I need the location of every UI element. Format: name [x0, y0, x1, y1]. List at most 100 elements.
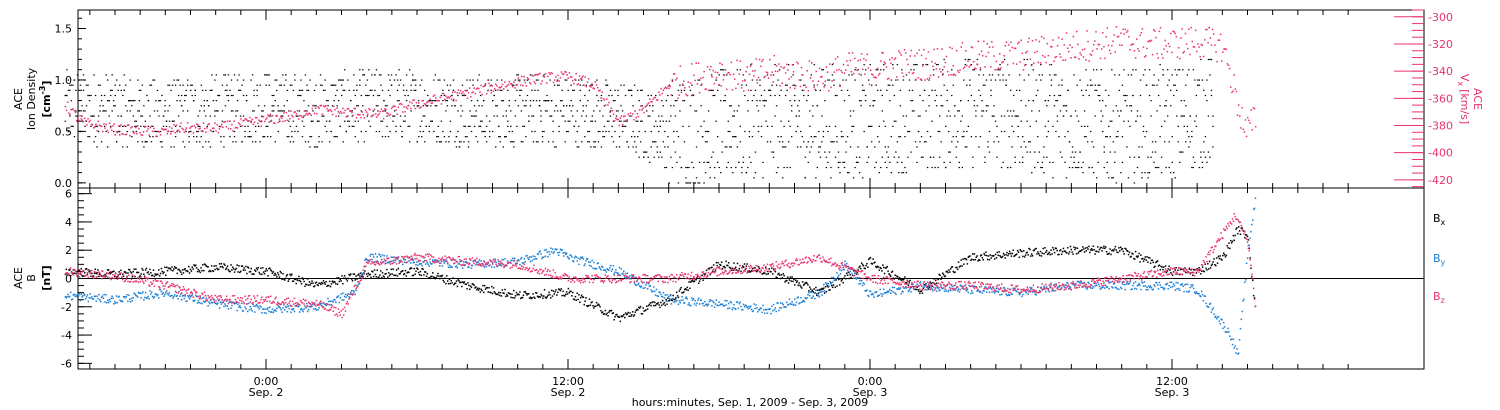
density-point	[144, 141, 147, 143]
bx-point	[599, 306, 601, 308]
vx-point	[437, 99, 439, 102]
vx-point	[542, 75, 545, 78]
density-point	[103, 125, 106, 127]
density-point	[766, 74, 769, 76]
bx-point	[394, 274, 396, 277]
density-point	[321, 115, 323, 117]
vx-point	[297, 118, 300, 120]
density-point	[202, 89, 204, 91]
by-point	[198, 301, 201, 304]
bx-point	[471, 283, 474, 285]
density-point	[404, 120, 406, 122]
density-point	[919, 94, 921, 97]
density-point	[137, 79, 139, 81]
bx-point	[602, 313, 605, 316]
density-point	[1129, 125, 1131, 127]
vx-point	[932, 65, 934, 68]
bx-point	[427, 277, 430, 280]
vx-point	[630, 115, 633, 117]
bx-point	[443, 281, 445, 283]
vx-point	[620, 115, 623, 117]
density-point	[618, 146, 621, 148]
vx-point	[261, 116, 264, 118]
bx-point	[813, 288, 815, 290]
bx-point	[1009, 252, 1012, 255]
bx-point	[332, 281, 334, 284]
density-point	[402, 84, 405, 86]
bx-point	[388, 274, 391, 277]
bx-point	[163, 271, 165, 273]
density-point	[253, 89, 255, 91]
density-point	[846, 89, 849, 91]
density-point	[723, 74, 725, 76]
density-point	[236, 110, 239, 112]
vx-point	[600, 97, 602, 99]
bx-point	[807, 284, 809, 286]
vx-point	[636, 112, 639, 115]
bx-point	[135, 268, 137, 270]
bx-point	[422, 268, 424, 271]
vx-point	[831, 80, 833, 82]
vx-point	[359, 113, 361, 116]
density-point	[955, 146, 957, 148]
vx-point	[1194, 29, 1197, 32]
by-point	[105, 293, 107, 296]
bx-point	[349, 274, 351, 277]
density-point	[1012, 110, 1015, 112]
bx-point	[1087, 248, 1089, 250]
density-point	[100, 94, 103, 97]
bx-point	[866, 262, 868, 265]
vx-point	[824, 80, 827, 83]
density-point	[608, 130, 610, 133]
vx-point	[639, 105, 642, 107]
density-point	[1145, 130, 1148, 133]
by-point	[179, 295, 181, 297]
bx-point	[343, 277, 345, 280]
vx-point	[353, 107, 355, 110]
vx-point	[826, 71, 829, 73]
density-point	[633, 84, 636, 86]
density-point	[784, 84, 787, 86]
density-point	[677, 89, 680, 91]
density-point	[347, 79, 349, 81]
density-point	[890, 136, 893, 138]
density-point	[594, 146, 597, 148]
density-point	[1160, 172, 1163, 174]
bx-point	[254, 270, 257, 273]
bx-point	[104, 273, 106, 276]
bx-point	[642, 307, 644, 309]
density-point	[1171, 74, 1173, 76]
vx-point	[919, 78, 922, 80]
bx-point	[621, 315, 623, 318]
bx-point	[542, 295, 545, 297]
bx-point	[84, 268, 87, 270]
bx-point	[1044, 247, 1046, 249]
bx-point	[786, 280, 788, 282]
density-point	[226, 94, 228, 97]
vx-point	[378, 113, 380, 115]
vx-point	[777, 70, 779, 73]
density-point	[348, 120, 350, 122]
density-point	[1047, 120, 1050, 122]
by-point	[77, 295, 80, 297]
bx-point	[984, 254, 986, 256]
bx-point	[495, 293, 497, 296]
density-point	[944, 166, 947, 169]
vx-point	[1196, 50, 1198, 53]
vx-point	[413, 99, 415, 102]
vx-point	[901, 72, 904, 74]
vx-point	[907, 63, 909, 66]
density-point	[318, 141, 320, 143]
vx-point	[124, 133, 127, 136]
by-point	[132, 296, 134, 299]
density-point	[846, 136, 849, 138]
density-point	[656, 146, 658, 148]
density-point	[772, 151, 775, 153]
by-point	[150, 293, 152, 295]
vx-point	[1066, 47, 1069, 50]
vx-point	[760, 65, 762, 67]
density-point	[87, 136, 89, 138]
vx-point	[1199, 55, 1201, 58]
vx-point	[591, 83, 593, 85]
density-point	[193, 100, 195, 102]
